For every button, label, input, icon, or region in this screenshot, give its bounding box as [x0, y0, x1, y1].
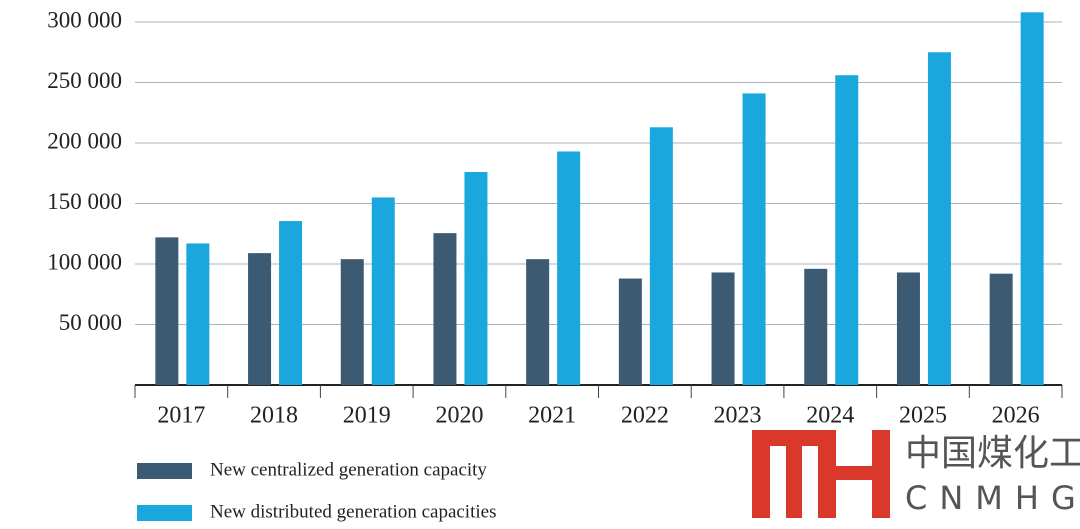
x-tick-label: 2021 — [528, 403, 576, 429]
bar — [618, 278, 642, 385]
x-tick-label: 2025 — [899, 403, 947, 429]
bar — [279, 221, 303, 385]
x-tick-label: 2018 — [250, 403, 298, 429]
watermark-logo — [752, 430, 890, 518]
x-tick-label: 2026 — [992, 403, 1040, 429]
bar — [649, 127, 673, 386]
y-tick-label: 50 000 — [59, 310, 122, 335]
plot: 50 000 100 000 150 000 200 000 250 000 300 00… — [47, 7, 1063, 522]
bar — [804, 268, 828, 385]
bar — [927, 52, 951, 385]
legend-label: New distributed generation capacities — [210, 501, 496, 522]
y-tick-label: 300 000 — [47, 7, 122, 32]
bar — [371, 197, 395, 385]
watermark-text: 中国煤化工 — [905, 433, 1080, 474]
x-tick-label: 2023 — [714, 403, 762, 429]
bar — [711, 272, 735, 385]
x-tick-label: 2017 — [157, 403, 205, 429]
y-tick-label: 100 000 — [47, 249, 122, 274]
logo-stroke — [752, 430, 770, 518]
bar — [526, 259, 550, 385]
bar — [186, 243, 210, 385]
legend-swatch — [137, 505, 192, 521]
x-tick-label: 2020 — [435, 403, 483, 429]
bar — [248, 253, 272, 385]
y-tick-label: 250 000 — [47, 68, 122, 93]
x-tick-label: 2024 — [806, 403, 854, 429]
y-tick-label: 150 000 — [47, 189, 122, 214]
x-tick-label: 2022 — [621, 403, 669, 429]
legend-label: New centralized generation capacity — [210, 459, 487, 480]
bar — [896, 272, 920, 385]
logo-stroke — [786, 430, 802, 518]
bar — [742, 93, 766, 385]
bar — [989, 273, 1013, 385]
bar — [433, 233, 457, 385]
bar — [835, 75, 859, 386]
bar — [557, 151, 581, 385]
watermark-subtext: CNMHG — [905, 479, 1080, 517]
bar — [155, 237, 179, 385]
bar — [340, 259, 364, 385]
logo-stroke — [818, 466, 888, 480]
bar — [1020, 12, 1044, 385]
y-tick-label: 200 000 — [47, 128, 122, 153]
logo-stroke — [872, 430, 890, 518]
bar — [464, 172, 488, 385]
legend-swatch — [137, 463, 192, 479]
x-tick-label: 2019 — [343, 403, 391, 429]
